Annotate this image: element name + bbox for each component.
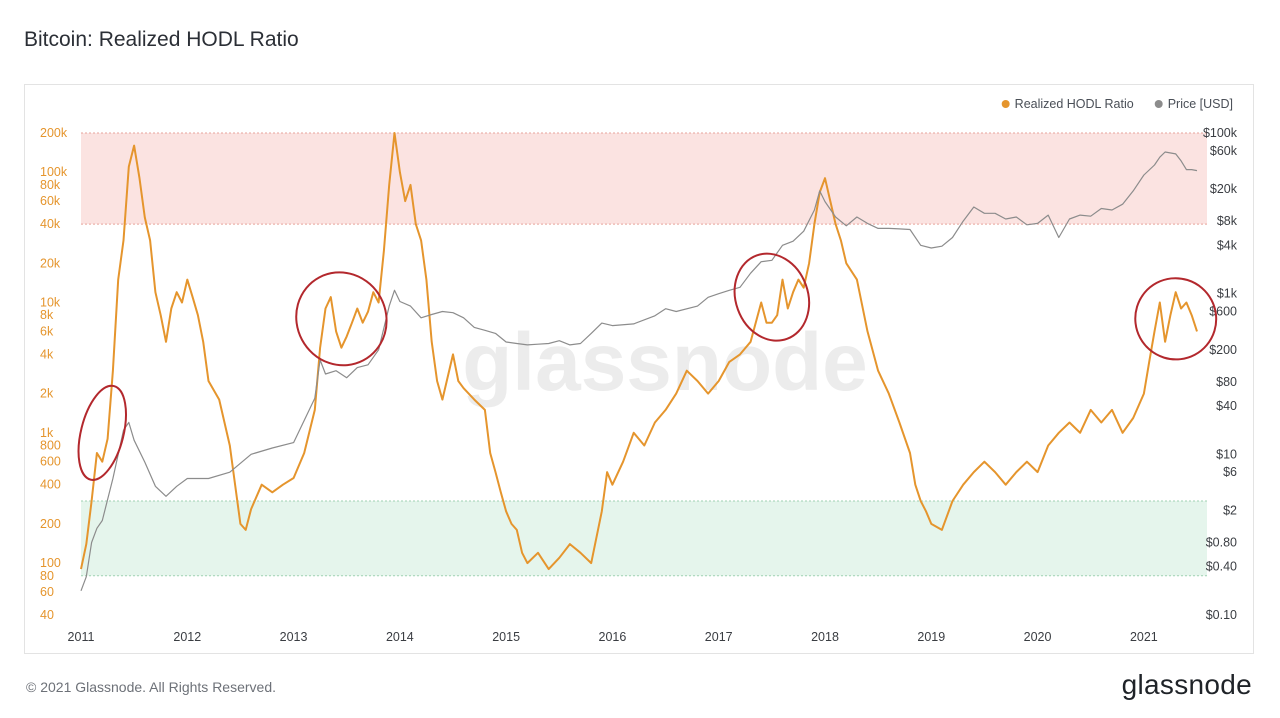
left-tick-label: 100k [40,165,68,179]
right-tick-label: $40 [1216,399,1237,413]
x-tick-label: 2021 [1130,630,1158,644]
left-tick-label: 60k [40,194,61,208]
legend-dot-price-usd [1154,100,1163,108]
left-tick-label: 80 [40,569,54,583]
legend-label-realized-hodl-ratio: Realized HODL Ratio [1015,97,1134,111]
legend-dot-realized-hodl-ratio [1001,100,1010,108]
left-tick-label: 4k [40,347,54,361]
x-tick-label: 2011 [68,630,95,644]
watermark-text: glassnode [462,317,868,408]
left-tick-label: 1k [40,426,54,440]
band-layer [81,132,1207,577]
right-tick-label: $8k [1217,214,1238,228]
x-tick-label: 2019 [917,630,945,644]
x-tick-label: 2016 [599,630,627,644]
right-tick-label: $20k [1210,182,1238,196]
left-tick-label: 800 [40,438,61,452]
annotation-ellipse-4 [1134,277,1218,361]
right-tick-label: $1k [1217,287,1238,301]
footer-copyright: © 2021 Glassnode. All Rights Reserved. [26,679,277,695]
left-tick-label: 600 [40,455,61,469]
x-tick-label: 2013 [280,630,308,644]
left-tick-label: 400 [40,478,61,492]
x-tick-label: 2018 [811,630,839,644]
x-tick-label: 2020 [1024,630,1052,644]
left-tick-label: 200 [40,517,61,531]
left-tick-label: 60 [40,585,54,599]
x-axis: 2011 2012 2013 2014 2015 2016 2017 2018 2019 2020… [68,630,1158,644]
chart-frame: glassnode 40 60 80 100 200 400 600 800 1k 2k 4k 6k 8… [24,84,1254,654]
right-tick-label: $10 [1216,447,1237,461]
left-tick-label: 6k [40,324,54,338]
series-line-realized-hodl-ratio [80,132,1198,571]
x-tick-label: 2012 [173,630,201,644]
x-tick-label: 2017 [705,630,733,644]
band-overheated [81,133,1207,225]
annotation-ellipse-2 [295,271,388,367]
right-tick-label: $0.80 [1206,535,1237,549]
glassnode-logo: glassnode [1121,669,1252,700]
left-tick-label: 100 [40,556,61,570]
left-tick-label: 200k [40,126,68,140]
x-tick-label: 2015 [492,630,520,644]
right-tick-label: $0.10 [1206,608,1237,622]
annotation-ellipse-1 [77,384,127,481]
right-tick-label: $6 [1223,465,1237,479]
left-tick-label: 10k [40,296,61,310]
legend-label-price-usd: Price [USD] [1168,97,1233,111]
x-tick-label: 2014 [386,630,414,644]
legend: Price [USD] Realized HODL Ratio [1001,97,1233,111]
left-tick-label: 20k [40,256,61,270]
right-tick-label: $60k [1210,144,1238,158]
right-tick-label: $4k [1217,238,1238,252]
right-tick-label: $200 [1209,343,1237,357]
right-tick-label: $2 [1223,503,1237,517]
right-tick-label: $0.40 [1206,560,1237,574]
right-tick-label: $80 [1216,375,1237,389]
right-axis: $0.10$0.40$0.80$2$6$10$40$80$200$600$1k$… [1203,126,1238,622]
page-title: Bitcoin: Realized HODL Ratio [24,28,299,51]
annotation-layer [77,252,1218,481]
right-tick-label: $100k [1203,126,1238,140]
series-layer [80,132,1198,592]
left-tick-label: 2k [40,387,54,401]
left-tick-label: 40k [40,217,61,231]
series-line-price-usd [80,151,1198,592]
band-undervalued [81,500,1207,576]
left-tick-label: 80k [40,178,61,192]
left-tick-label: 40 [40,608,54,622]
left-tick-label: 8k [40,308,54,322]
annotation-ellipse-3 [733,252,811,342]
